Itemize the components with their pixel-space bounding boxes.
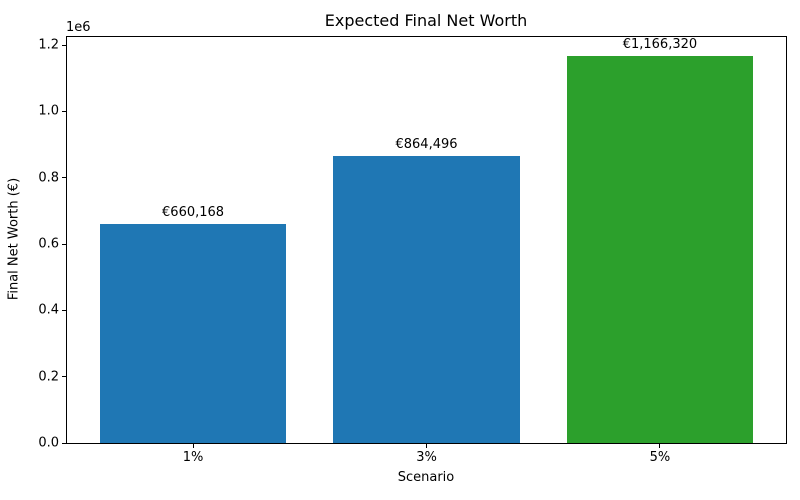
y-tick-label: 0.2	[38, 369, 59, 385]
y-tick-label: 0.8	[38, 170, 59, 186]
x-tick-label: 5%	[649, 450, 671, 465]
y-tick-label: 1.0	[38, 103, 59, 119]
chart-title: Expected Final Net Worth	[324, 11, 528, 30]
bar-value-label: €660,168	[162, 205, 225, 221]
y-axis-offset-text: 1e6	[66, 20, 91, 35]
y-tick-mark	[62, 442, 66, 444]
bar-5%	[566, 56, 754, 443]
x-tick-mark	[426, 444, 427, 448]
y-tick-mark	[62, 110, 66, 112]
x-axis-label: Scenario	[397, 470, 455, 485]
x-tick-label: 1%	[182, 450, 204, 465]
y-tick-label: 0.0	[38, 435, 59, 451]
y-tick-label: 0.4	[38, 302, 59, 318]
x-tick-mark	[659, 444, 661, 448]
bar-value-label: €1,166,320	[622, 37, 698, 53]
y-tick-mark	[62, 177, 66, 179]
y-tick-label: 1.2	[38, 37, 59, 53]
y-tick-label: 0.6	[38, 236, 59, 252]
plot-area: 0.0 0.2 0.4 0.6 0.8 1.0 1.2 €660,168 1% €864,496 3…	[38, 36, 787, 465]
x-tick-label: 3%	[416, 450, 437, 465]
y-tick-mark	[62, 243, 66, 245]
bar-value-label: €864,496	[395, 137, 458, 153]
y-axis-label: Final Net Worth (€)	[6, 177, 22, 301]
y-tick-mark	[62, 44, 66, 46]
y-tick-mark	[62, 376, 66, 378]
y-tick-mark	[62, 309, 66, 311]
x-tick-mark	[192, 444, 194, 448]
bar-1%	[99, 224, 287, 443]
bar-3%	[333, 156, 520, 443]
